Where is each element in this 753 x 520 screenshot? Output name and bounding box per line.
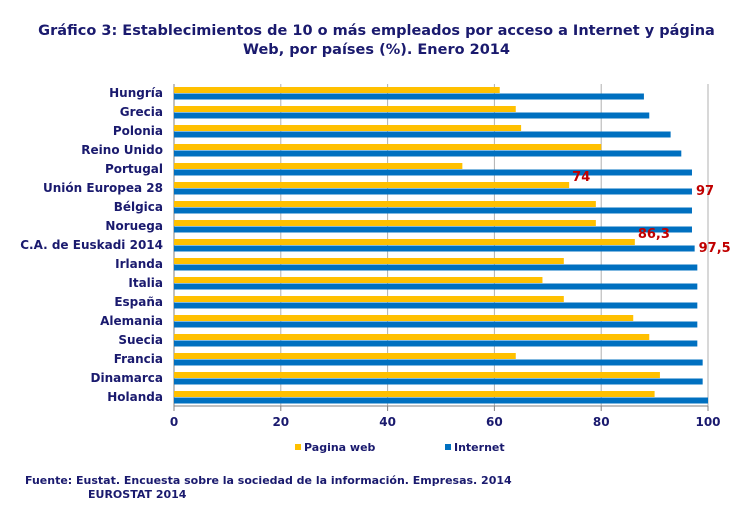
bar-internet: [174, 378, 703, 385]
legend-label: Pagina web: [304, 441, 376, 454]
bar-internet: [174, 169, 692, 176]
x-tick-label: 100: [695, 415, 720, 429]
category-label: Portugal: [105, 162, 163, 176]
chart-title: Gráfico 3: Establecimientos de 10 o más …: [0, 22, 753, 60]
legend-swatch: [295, 444, 301, 450]
data-label: 86,3: [638, 227, 670, 242]
bar-pagina-web: [174, 315, 634, 321]
bar-pagina-web: [174, 87, 500, 93]
category-label: Polonia: [113, 124, 163, 138]
category-label: Italia: [128, 276, 163, 290]
bar-internet: [174, 226, 692, 233]
bar-internet: [174, 302, 698, 309]
bar-pagina-web: [174, 201, 596, 207]
bar-internet: [174, 93, 644, 100]
category-label: Unión Europea 28: [43, 181, 163, 195]
bar-internet: [174, 131, 671, 138]
bar-pagina-web: [174, 277, 543, 283]
bar-pagina-web: [174, 372, 660, 378]
category-label: Holanda: [107, 390, 163, 404]
category-label: Francia: [114, 352, 163, 366]
bar-pagina-web: [174, 258, 564, 264]
bar-internet: [174, 340, 698, 347]
x-tick-label: 80: [593, 415, 610, 429]
data-label: 97,5: [699, 241, 731, 256]
title-line-1: Gráfico 3: Establecimientos de 10 o más …: [38, 23, 715, 39]
source-note: Fuente: Eustat. Encuesta sobre la socied…: [25, 474, 512, 487]
bar-internet: [174, 321, 698, 328]
bar-pagina-web: [174, 239, 635, 245]
category-label: Irlanda: [115, 257, 163, 271]
data-label: 97: [696, 184, 714, 199]
bar-pagina-web: [174, 144, 602, 150]
bar-internet: [174, 264, 698, 271]
bar-internet: [174, 112, 650, 119]
data-label: 74: [572, 170, 590, 185]
bar-pagina-web: [174, 125, 522, 131]
category-label: Noruega: [105, 219, 163, 233]
category-label: España: [114, 295, 163, 309]
bar-pagina-web: [174, 182, 570, 188]
source-note-2: EUROSTAT 2014: [88, 488, 187, 501]
category-label: Alemania: [100, 314, 163, 328]
legend-label: Internet: [454, 441, 505, 454]
bar-pagina-web: [174, 220, 596, 226]
category-label: C.A. de Euskadi 2014: [20, 238, 163, 252]
bar-internet: [174, 397, 708, 404]
category-label: Reino Unido: [81, 143, 163, 157]
title-line-2: Web, por países (%). Enero 2014: [243, 42, 510, 58]
bar-pagina-web: [174, 163, 463, 169]
bar-internet: [174, 359, 703, 366]
x-tick-label: 20: [272, 415, 289, 429]
category-label: Hungría: [109, 86, 163, 100]
bar-pagina-web: [174, 106, 516, 112]
category-label: Suecia: [118, 333, 163, 347]
legend-swatch: [445, 444, 451, 450]
category-label: Bélgica: [114, 200, 163, 214]
x-tick-label: 40: [379, 415, 396, 429]
x-tick-label: 0: [170, 415, 178, 429]
bar-pagina-web: [174, 334, 650, 340]
bar-pagina-web: [174, 296, 564, 302]
bar-internet: [174, 283, 698, 290]
category-label: Grecia: [120, 105, 163, 119]
x-tick-label: 60: [486, 415, 503, 429]
bar-internet: [174, 188, 692, 195]
category-label: Dinamarca: [91, 371, 163, 385]
bar-internet: [174, 207, 692, 214]
bar-pagina-web: [174, 391, 655, 397]
bar-internet: [174, 150, 682, 157]
bar-internet: [174, 245, 695, 252]
bar-pagina-web: [174, 353, 516, 359]
